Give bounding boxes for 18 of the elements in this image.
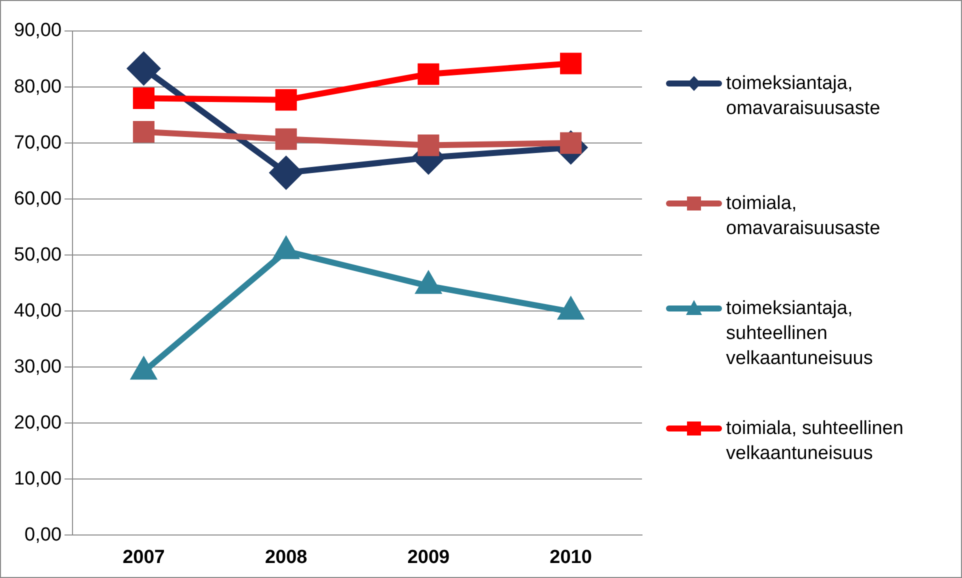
x-tick-label: 2007	[122, 546, 165, 568]
y-tick-label: 40,00	[14, 300, 62, 322]
y-tick-label: 50,00	[14, 244, 62, 266]
y-tick-label: 0,00	[24, 524, 62, 546]
legend-label: toimiala, omavaraisuusaste	[726, 192, 882, 241]
y-tick-label: 20,00	[14, 412, 62, 434]
legend-label: toimiala, suhteellinen velkaantuneisuus	[726, 417, 904, 466]
y-tick-label: 70,00	[14, 132, 62, 154]
y-tick-label: 80,00	[14, 76, 62, 98]
y-tick-label: 60,00	[14, 188, 62, 210]
x-tick-label: 2009	[407, 546, 450, 568]
legend-label: toimeksiantaja, omavaraisuusaste	[726, 72, 882, 121]
x-tick-label: 2010	[550, 546, 592, 568]
x-tick-label: 2008	[264, 546, 308, 568]
legend-label: toimeksiantaja, suhteellinen velkaantuneisuus	[726, 297, 874, 371]
y-tick-label: 90,00	[14, 20, 62, 42]
y-tick-label: 30,00	[14, 356, 62, 378]
y-tick-label: 10,00	[14, 468, 62, 490]
